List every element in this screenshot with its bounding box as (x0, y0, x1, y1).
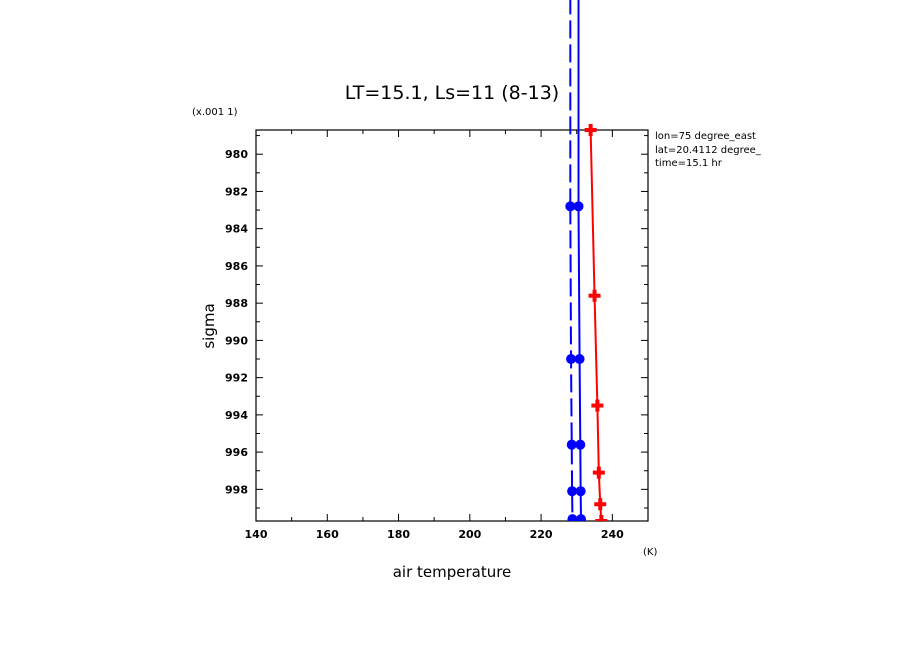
y-tick-label: 990 (225, 334, 248, 347)
series-line (589, 129, 603, 521)
info-line: lon=75 degree_east (655, 131, 756, 142)
info-block: lon=75 degree_east lat=20.4112 degree_ t… (655, 131, 762, 169)
data-point (566, 439, 577, 450)
data-point (591, 403, 604, 408)
y-tick-label: 992 (225, 372, 248, 385)
data-point (594, 502, 607, 507)
data-point (575, 439, 586, 450)
info-line: lat=20.4112 degree_ (655, 145, 762, 156)
x-tick-label: 160 (316, 528, 339, 541)
y-tick-label: 980 (225, 148, 248, 161)
data-point (573, 201, 584, 212)
x-unit-label: (K) (643, 547, 657, 558)
data-point (592, 470, 605, 475)
data-point (599, 515, 604, 521)
y-tick-label: 986 (225, 260, 248, 273)
y-tick-label: 984 (225, 223, 248, 236)
data-point (584, 128, 597, 132)
y-tick-label: 982 (225, 185, 248, 198)
data-point (574, 354, 585, 365)
data-point (575, 486, 586, 497)
series-line (569, 206, 574, 520)
y-axis-label: sigma (200, 303, 218, 348)
y-tick-label: 994 (225, 409, 248, 422)
data-point (566, 354, 577, 365)
data-point (595, 519, 608, 521)
x-tick-label: 220 (530, 528, 553, 541)
data-point (565, 201, 576, 212)
x-tick-label: 180 (387, 528, 410, 541)
y-tick-label: 998 (225, 483, 248, 496)
axis-ticks: 140 160 180 200 220 240 980 982 984 986 988 990 992 9… (225, 130, 649, 541)
plot-frame (255, 129, 649, 522)
x-tick-label: 200 (458, 528, 481, 541)
x-tick-label: 140 (245, 528, 268, 541)
chart-title: LT=15.1, Ls=11 (8-13) (345, 82, 559, 104)
x-tick-label: 240 (601, 528, 624, 541)
info-line: time=15.1 hr (655, 158, 723, 169)
data-series (565, 0, 608, 521)
y-tick-label: 988 (225, 297, 248, 310)
data-point (567, 514, 578, 521)
data-point (567, 486, 578, 497)
y-tick-label: 996 (225, 446, 248, 459)
y-scale-note: (x.001 1) (192, 107, 238, 118)
data-point (576, 514, 587, 521)
x-axis-label: air temperature (393, 563, 512, 581)
data-point (588, 293, 601, 298)
